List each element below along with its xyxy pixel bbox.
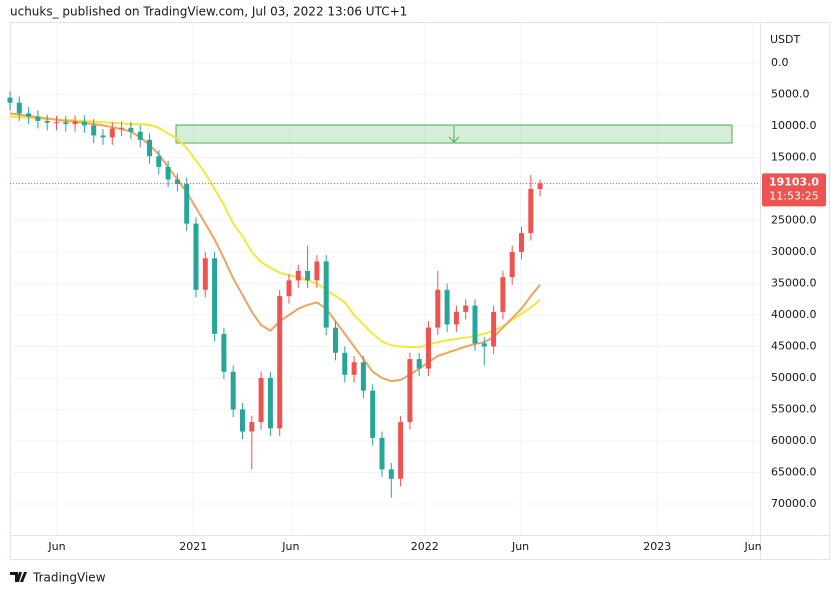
y-tick-label: 25000.0 bbox=[771, 214, 817, 227]
chart-frame bbox=[10, 22, 830, 560]
y-tick-label: 15000.0 bbox=[771, 151, 817, 164]
candle-body bbox=[323, 261, 329, 328]
x-tick-label: Jun bbox=[743, 540, 761, 553]
candle-body bbox=[147, 139, 152, 157]
y-tick-label: 65000.0 bbox=[771, 466, 817, 479]
candle-body bbox=[416, 359, 422, 369]
candle-body bbox=[240, 409, 245, 432]
candle-body bbox=[26, 113, 32, 117]
y-tick-label: 60000.0 bbox=[771, 434, 817, 447]
candle-body bbox=[267, 378, 273, 429]
x-tick-label: 2022 bbox=[411, 540, 439, 553]
candle-body bbox=[100, 135, 106, 138]
brand: TradingView bbox=[32, 571, 106, 585]
candle-body bbox=[91, 125, 97, 136]
y-tick-label: 70000.0 bbox=[771, 497, 817, 510]
candle-body bbox=[156, 156, 162, 167]
candle-body bbox=[500, 277, 506, 312]
candle-body bbox=[16, 102, 22, 114]
y-tick-label: 45000.0 bbox=[771, 340, 817, 353]
candle-body bbox=[212, 258, 218, 334]
candle-body bbox=[7, 97, 13, 103]
candle-body bbox=[472, 305, 478, 344]
tradingview-logo: TradingView bbox=[10, 571, 106, 585]
candle-body bbox=[193, 223, 199, 290]
logo-icon bbox=[10, 572, 27, 582]
y-tick-label: 5000.0 bbox=[771, 88, 810, 101]
header-text: uchuks_ published on TradingView.com, Ju… bbox=[10, 5, 407, 19]
candle-body bbox=[537, 183, 543, 189]
y-tick-label: 40000.0 bbox=[771, 308, 817, 321]
candle-body bbox=[286, 280, 292, 297]
candle-body bbox=[444, 289, 450, 325]
candle-body bbox=[342, 352, 348, 375]
candle-body bbox=[519, 233, 524, 252]
candle-body bbox=[119, 127, 125, 129]
candle-body bbox=[314, 261, 320, 281]
plot bbox=[7, 91, 760, 498]
y-tick-label: 50000.0 bbox=[771, 371, 817, 384]
candle-body bbox=[165, 166, 171, 180]
candle-body bbox=[72, 121, 78, 125]
candle-body bbox=[35, 116, 41, 121]
y-tick-label: 35000.0 bbox=[771, 277, 817, 290]
axes: 0.05000.010000.015000.020000.025000.0300… bbox=[47, 56, 826, 553]
price-label: 19103.0 bbox=[769, 175, 819, 188]
candle-body bbox=[249, 422, 255, 432]
candle-body bbox=[388, 469, 394, 479]
candle-body bbox=[230, 371, 236, 410]
candle-body bbox=[128, 127, 134, 132]
candle-body bbox=[184, 183, 190, 224]
candle-body bbox=[435, 289, 441, 328]
candle-body bbox=[305, 270, 311, 281]
price-label-box bbox=[762, 173, 826, 207]
candle-body bbox=[481, 343, 487, 347]
x-tick-label: Jun bbox=[47, 540, 65, 553]
candle-body bbox=[360, 362, 366, 391]
candle-body bbox=[174, 179, 180, 184]
candle-body bbox=[333, 327, 338, 353]
candle-body bbox=[81, 121, 87, 126]
y-axis-label: USDT bbox=[770, 33, 801, 46]
candle-body bbox=[63, 122, 69, 125]
candle-body bbox=[202, 258, 208, 290]
candle-body bbox=[528, 189, 534, 234]
candle-body bbox=[509, 252, 515, 278]
countdown: 11:53:25 bbox=[769, 189, 818, 202]
candle-body bbox=[258, 378, 264, 423]
candle-body bbox=[463, 305, 469, 312]
grid bbox=[10, 22, 760, 535]
x-tick-label: Jun bbox=[281, 540, 299, 553]
moving-average bbox=[9, 115, 541, 349]
candle-body bbox=[379, 437, 385, 470]
candle-body bbox=[54, 122, 59, 124]
candle-body bbox=[44, 120, 50, 123]
y-tick-label: 0.0 bbox=[771, 56, 789, 69]
x-tick-label: 2023 bbox=[643, 540, 671, 553]
candle-body bbox=[370, 390, 376, 438]
candle-body bbox=[277, 296, 283, 429]
y-tick-label: 55000.0 bbox=[771, 403, 817, 416]
x-tick-label: Jun bbox=[511, 540, 529, 553]
candle-body bbox=[407, 359, 413, 423]
y-tick-label: 10000.0 bbox=[771, 119, 817, 132]
x-tick-label: 2021 bbox=[179, 540, 207, 553]
moving-average bbox=[9, 112, 541, 383]
candle-body bbox=[137, 131, 143, 140]
candle-body bbox=[398, 422, 404, 479]
candle-body bbox=[491, 311, 497, 347]
y-tick-label: 30000.0 bbox=[771, 245, 817, 258]
candle-body bbox=[109, 128, 115, 138]
candle-body bbox=[426, 327, 431, 369]
candle-body bbox=[295, 270, 301, 281]
candle-body bbox=[221, 333, 227, 372]
candle-body bbox=[351, 362, 357, 375]
zone-arrow bbox=[448, 126, 460, 143]
candle-body bbox=[453, 311, 459, 325]
